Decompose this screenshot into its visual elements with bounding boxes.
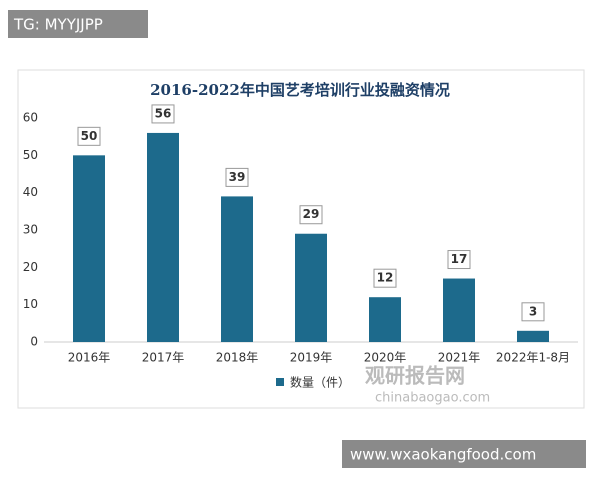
bar: [369, 297, 401, 342]
data-label-box: [299, 205, 323, 225]
bar: [295, 233, 327, 342]
bar: [73, 155, 105, 342]
data-label-box: [225, 167, 249, 187]
watermark: 观研报告网: [365, 364, 465, 388]
data-label: 12: [377, 271, 394, 285]
data-label-box: [447, 250, 471, 270]
overlay-box: [342, 440, 586, 468]
data-label: 39: [229, 170, 246, 184]
overlay-text: TG: MYYJJPP: [13, 16, 103, 34]
y-tick-label: 40: [23, 185, 38, 199]
y-tick-label: 60: [23, 111, 38, 125]
data-label: 50: [81, 129, 98, 143]
x-tick-label: 2019年: [290, 351, 333, 365]
bar: [443, 278, 475, 342]
y-tick-label: 50: [23, 148, 38, 162]
legend-label: 数量（件）: [290, 375, 350, 390]
y-tick-label: 0: [30, 335, 38, 349]
data-label: 29: [303, 207, 320, 221]
watermark: chinabaogao.com: [375, 391, 490, 406]
data-label-box: [77, 126, 101, 146]
overlay-box: [8, 10, 148, 38]
x-tick-label: 2016年: [68, 351, 111, 365]
bar: [147, 132, 179, 342]
x-tick-label: 2021年: [438, 351, 481, 365]
y-tick-label: 20: [23, 260, 38, 274]
data-label: 56: [155, 106, 172, 120]
data-label: 17: [451, 252, 468, 266]
data-label-box: [521, 302, 545, 322]
x-tick-label: 2022年1-8月: [496, 351, 570, 365]
overlay-text: www.wxaokangfood.com: [350, 446, 536, 464]
bar: [221, 196, 253, 342]
chart-title: 2016-2022年中国艺考培训行业投融资情况: [150, 81, 450, 99]
data-label: 3: [529, 304, 537, 318]
x-tick-label: 2017年: [142, 351, 185, 365]
y-tick-label: 10: [23, 297, 38, 311]
x-tick-label: 2020年: [364, 351, 407, 365]
data-label-box: [151, 104, 175, 124]
data-label-box: [373, 268, 397, 288]
bar: [517, 330, 549, 342]
y-tick-label: 30: [23, 223, 38, 237]
legend-swatch: [276, 378, 284, 386]
x-tick-label: 2018年: [216, 351, 259, 365]
